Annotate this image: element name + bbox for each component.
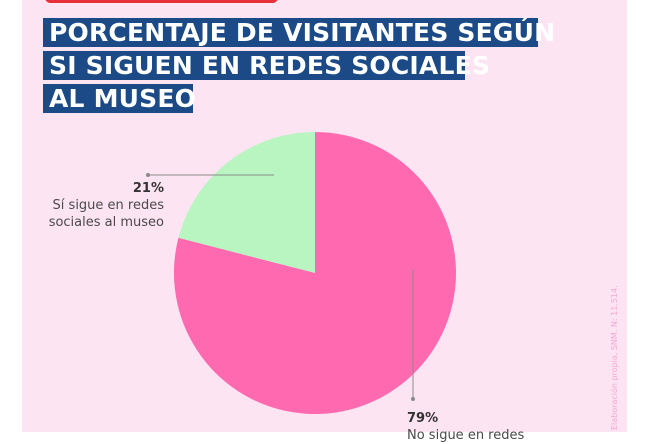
accent-bar (45, 0, 278, 3)
label-no-line-1: No sigue en redes (407, 428, 525, 443)
leader-dot-yes (146, 173, 150, 177)
title-line-2: SI SIGUEN EN REDES SOCIALES (43, 51, 490, 80)
data-label-no: 79% No sigue en redes (407, 410, 524, 444)
pie-slice-yes (178, 132, 315, 273)
title-line-1: PORCENTAJE DE VISITANTES SEGÚN (43, 18, 555, 47)
leader-dot-no (411, 397, 415, 401)
label-yes-line-2: sociales al museo (48, 215, 164, 230)
label-yes-line-1: Sí sigue en redes (52, 198, 164, 213)
data-label-yes: 21% Sí sigue en redes sociales al museo (49, 180, 164, 231)
source-note: Elaboración propia, SNM. N: 11.514. (610, 285, 619, 430)
pct-label-no: 79% (407, 411, 439, 426)
title-line-3: AL MUSEO (43, 84, 196, 113)
pie-slice-no (174, 132, 457, 414)
pie-chart (146, 132, 457, 414)
pct-label-yes: 21% (132, 181, 164, 196)
